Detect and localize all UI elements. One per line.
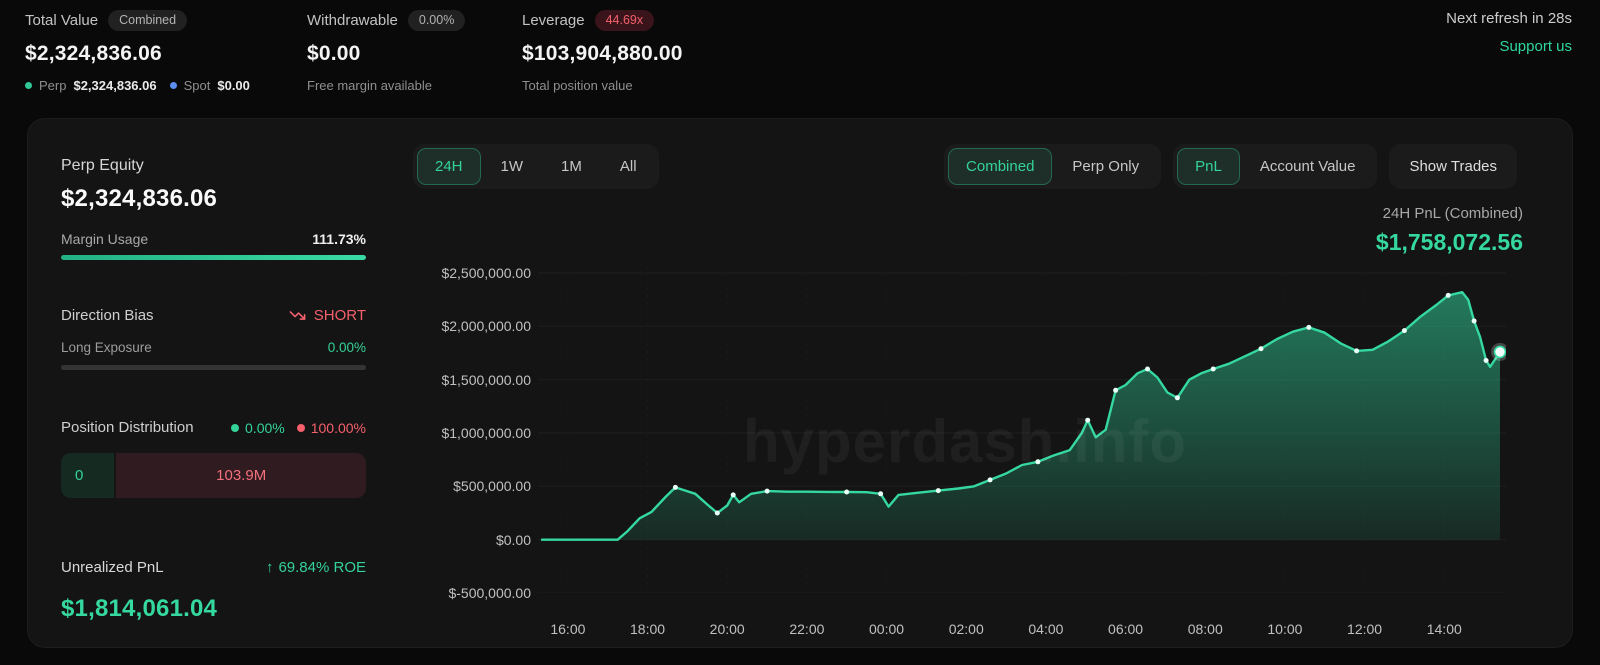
leverage-badge: 44.69x xyxy=(594,10,655,31)
time-range-tabs: 24H 1W 1M All xyxy=(413,144,659,189)
perp-equity-value: $2,324,836.06 xyxy=(61,185,218,212)
x-axis-tick-label: 06:00 xyxy=(1108,621,1144,637)
leverage-label: Leverage xyxy=(522,11,585,29)
x-axis-tick-label: 02:00 xyxy=(948,621,984,637)
pnl-heading-value: $1,758,072.56 xyxy=(1375,229,1523,255)
dist-short-segment: 103.9M xyxy=(116,453,366,498)
x-axis-tick-label: 12:00 xyxy=(1347,621,1383,637)
margin-usage-value: 111.73% xyxy=(312,231,366,247)
y-axis-tick-label: $2,500,000.00 xyxy=(441,265,531,281)
long-exposure-bar xyxy=(61,365,366,370)
y-axis-tick-label: $0.00 xyxy=(495,531,531,548)
combined-badge: Combined xyxy=(108,10,188,31)
y-axis: $2,500,000.00 $2,000,000.00 $1,500,000.00 $… xyxy=(398,259,531,601)
x-axis: 16:00 18:00 20:00 22:00 00:00 02:00 04:00 06:00… xyxy=(538,621,1506,641)
leverage-subtitle: Total position value xyxy=(522,77,633,93)
short-pct-value: 100.00% xyxy=(310,419,366,436)
margin-usage-label: Margin Usage xyxy=(61,231,149,247)
support-us-link[interactable]: Support us xyxy=(1499,38,1572,55)
show-trades-button[interactable]: Show Trades xyxy=(1389,144,1517,189)
tab-24h[interactable]: 24H xyxy=(417,148,481,185)
long-exposure-value: 0.00% xyxy=(327,340,366,355)
tab-1w[interactable]: 1W xyxy=(483,148,542,185)
long-pct-value: 0.00% xyxy=(245,419,285,436)
pnl-chart-plot[interactable] xyxy=(538,259,1506,593)
x-axis-tick-label: 14:00 xyxy=(1426,621,1462,637)
x-axis-tick-label: 16:00 xyxy=(550,621,586,637)
total-value: $2,324,836.06 xyxy=(25,41,162,65)
perp-value: $2,324,836.06 xyxy=(73,77,157,93)
arrow-up-icon: ↑ xyxy=(265,559,274,576)
x-axis-tick-label: 20:00 xyxy=(709,621,745,637)
tab-pnl[interactable]: PnL xyxy=(1177,148,1240,185)
y-axis-tick-label: $1,000,000.00 xyxy=(441,425,531,441)
y-axis-tick-label: $-500,000.00 xyxy=(448,585,531,601)
pnl-heading-block: 24H PnL (Combined) $1,758,072.56 xyxy=(1376,205,1523,256)
y-axis-tick-label: $1,500,000.00 xyxy=(441,371,531,388)
dist-long-segment: 0 xyxy=(61,453,115,498)
pnl-chart: $2,500,000.00 $2,000,000.00 $1,500,000.00 $… xyxy=(398,259,1528,649)
spot-value: $0.00 xyxy=(217,77,250,93)
metric-tabs: PnL Account Value xyxy=(1173,144,1378,189)
trending-down-icon xyxy=(289,311,306,320)
tab-perp-only[interactable]: Perp Only xyxy=(1054,148,1157,185)
perp-label: Perp xyxy=(39,77,67,93)
tab-account-value[interactable]: Account Value xyxy=(1242,148,1374,185)
total-value-block: Total Value Combined $2,324,836.06 Perp … xyxy=(25,10,250,93)
x-axis-tick-label: 00:00 xyxy=(869,621,905,637)
refresh-countdown: Next refresh in 28s xyxy=(1446,10,1572,27)
margin-usage-fill xyxy=(61,255,366,260)
y-axis-tick-label: $500,000.00 xyxy=(453,478,531,495)
spot-label: Spot xyxy=(183,77,211,93)
withdrawable-value: $0.00 xyxy=(307,41,361,65)
chart-option-controls: Combined Perp Only PnL Account Value Sho… xyxy=(944,144,1517,189)
withdrawable-subtitle: Free margin available xyxy=(307,77,433,93)
portfolio-card: Perp Equity $2,324,836.06 Margin Usage 1… xyxy=(27,118,1573,648)
perp-equity-label: Perp Equity xyxy=(61,157,144,174)
scope-tabs: Combined Perp Only xyxy=(944,144,1162,189)
x-axis-tick-label: 18:00 xyxy=(630,621,666,637)
position-distribution-label: Position Distribution xyxy=(61,419,194,436)
direction-bias-label: Direction Bias xyxy=(61,307,154,324)
direction-bias-value: SHORT xyxy=(313,307,366,324)
total-value-label: Total Value xyxy=(25,11,99,29)
pnl-heading: 24H PnL (Combined) xyxy=(1382,205,1523,222)
withdrawable-block: Withdrawable 0.00% $0.00 Free margin ava… xyxy=(307,10,466,93)
dist-short-value: 103.9M xyxy=(216,467,267,484)
leverage-value: $103,904,880.00 xyxy=(522,41,683,65)
spot-dot-icon xyxy=(169,81,177,89)
x-axis-tick-label: 04:00 xyxy=(1028,621,1064,637)
position-distribution-bar: 0 103.9M xyxy=(61,453,366,498)
short-pct-dot-icon xyxy=(296,423,305,432)
withdrawable-label: Withdrawable xyxy=(307,11,398,29)
x-axis-tick-label: 22:00 xyxy=(789,621,825,637)
tab-1m[interactable]: 1M xyxy=(543,148,600,185)
long-exposure-label: Long Exposure xyxy=(61,340,152,355)
tab-all[interactable]: All xyxy=(602,148,655,185)
unrealized-pnl-value: $1,814,061.04 xyxy=(61,595,218,622)
x-axis-tick-label: 08:00 xyxy=(1187,621,1223,637)
y-axis-tick-label: $2,000,000.00 xyxy=(441,318,531,335)
margin-usage-bar xyxy=(61,255,366,260)
withdrawable-badge: 0.00% xyxy=(407,10,466,31)
tab-combined[interactable]: Combined xyxy=(948,148,1053,185)
perp-dot-icon xyxy=(25,81,32,89)
leverage-block: Leverage 44.69x $103,904,880.00 Total po… xyxy=(522,10,683,93)
roe-value: 69.84% ROE xyxy=(278,559,366,576)
long-pct-dot-icon xyxy=(231,423,240,432)
x-axis-tick-label: 10:00 xyxy=(1267,621,1303,637)
dist-long-value: 0 xyxy=(75,467,84,484)
header-right: Next refresh in 28s Support us xyxy=(1446,10,1572,55)
unrealized-pnl-label: Unrealized PnL xyxy=(61,559,164,576)
